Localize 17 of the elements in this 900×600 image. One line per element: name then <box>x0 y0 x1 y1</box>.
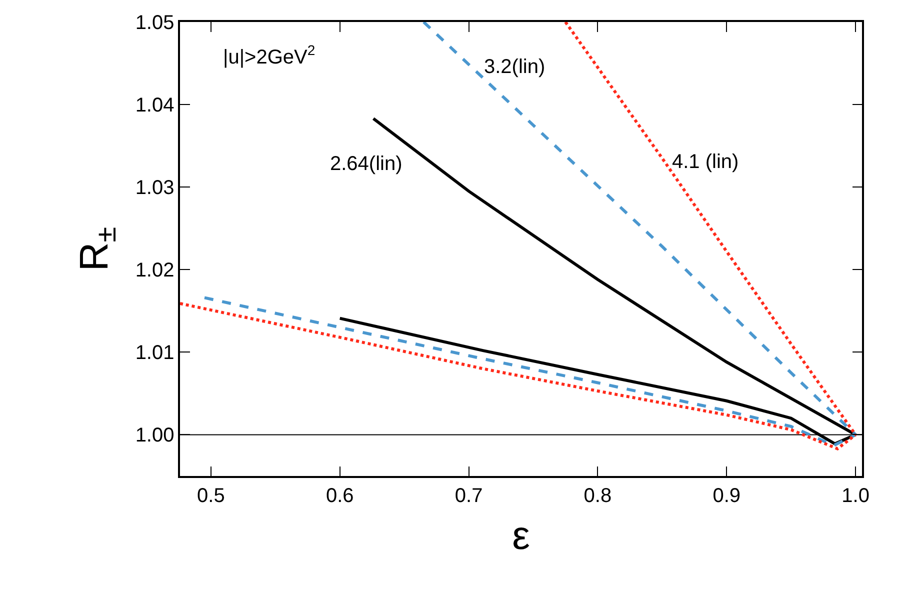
x-tick-label: 1.0 <box>842 484 870 507</box>
annotation: 3.2(lin) <box>484 56 546 78</box>
annotation: 4.1 (lin) <box>672 151 739 173</box>
y-tick-label: 1.01 <box>135 342 174 364</box>
x-tick-label: 0.6 <box>326 484 354 507</box>
y-tick-label: 1.02 <box>135 260 174 282</box>
annotation: |u|>2GeV$^{2}$ <box>223 42 316 68</box>
x-tick-label: 0.9 <box>712 484 741 507</box>
x-tick-label: 0.5 <box>197 484 225 507</box>
x-tick-label: 0.8 <box>584 484 612 507</box>
annotation: 2.64(lin) <box>330 153 402 175</box>
x-axis-title: ε <box>512 514 530 558</box>
y-tick-label: 1.03 <box>135 177 174 200</box>
y-tick-label: 1.00 <box>135 424 174 447</box>
y-tick-label: 1.05 <box>135 12 174 34</box>
y-tick-label: 1.04 <box>135 94 174 117</box>
x-tick-label: 0.7 <box>454 484 483 507</box>
